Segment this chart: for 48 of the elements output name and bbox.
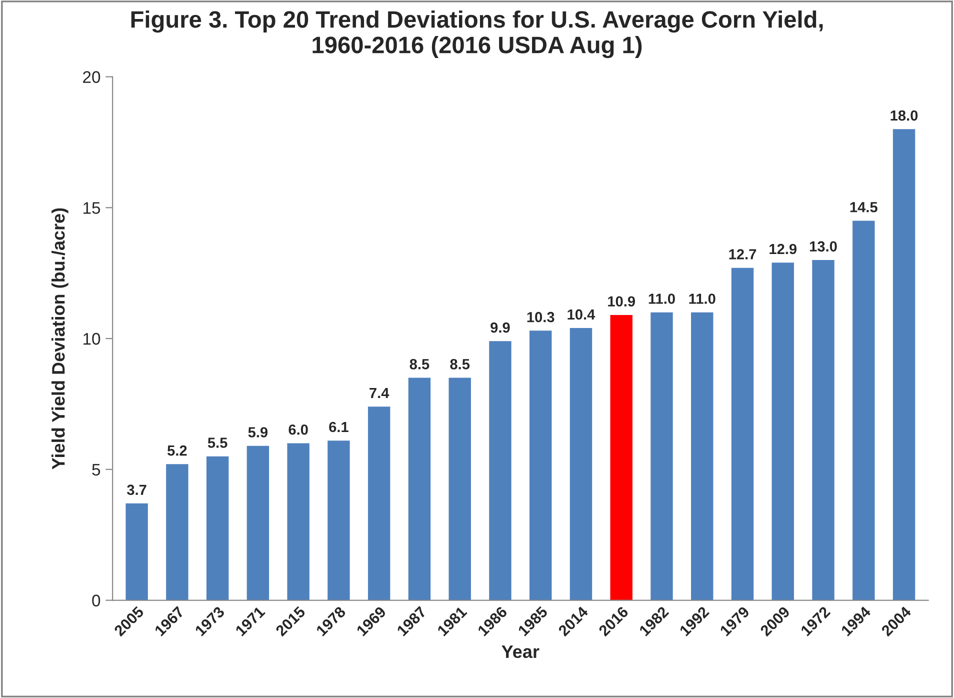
bar xyxy=(772,262,794,600)
data-label: 3.7 xyxy=(127,484,146,496)
data-label: 6.1 xyxy=(329,422,348,432)
data-label: 10.4 xyxy=(568,309,596,320)
x-axis-title: Year xyxy=(502,645,540,658)
data-label: 7.4 xyxy=(370,388,390,398)
data-label: 10.9 xyxy=(608,296,636,307)
data-label: 18.0 xyxy=(890,110,918,121)
y-tick-label: 15 xyxy=(84,202,100,214)
bar xyxy=(691,312,714,600)
bar xyxy=(206,456,229,600)
y-axis-title: Yield Yield Deviation (bu./acre) xyxy=(52,208,68,470)
data-label: 6.0 xyxy=(288,424,308,435)
data-label: 12.9 xyxy=(770,244,797,254)
data-label: 5.9 xyxy=(248,427,268,438)
bar xyxy=(166,464,188,600)
data-label: 11.0 xyxy=(689,294,716,304)
data-label: 12.7 xyxy=(729,249,756,260)
y-tick-label: 0 xyxy=(92,594,100,606)
y-tick-label: 20 xyxy=(83,71,100,83)
data-label: 11.0 xyxy=(648,294,675,304)
bar xyxy=(852,220,875,600)
y-tick-label: 10 xyxy=(84,332,100,345)
data-label: 5.5 xyxy=(208,438,228,448)
bar xyxy=(246,446,270,600)
y-tick-label: 5 xyxy=(92,464,100,476)
data-label: 10.3 xyxy=(527,312,554,322)
bar xyxy=(328,440,350,600)
bar xyxy=(368,406,390,600)
bar xyxy=(489,341,512,600)
bar xyxy=(448,378,471,600)
data-label: 14.5 xyxy=(850,202,878,212)
bar xyxy=(650,312,673,600)
bar xyxy=(892,129,916,600)
data-label: 5.2 xyxy=(167,445,187,456)
data-label: 8.5 xyxy=(450,359,470,370)
bar xyxy=(529,330,552,600)
chart-title: Figure 3. Top 20 Trend Deviations for U.S. Average Corn Yield, 1960-2016 (2016 USDA Aug 1) xyxy=(131,10,823,58)
bar xyxy=(812,260,834,600)
data-label: 13.0 xyxy=(810,241,837,252)
bar xyxy=(570,328,592,600)
bar xyxy=(287,443,310,600)
bar xyxy=(408,378,431,600)
data-label: 8.5 xyxy=(410,359,430,370)
bar xyxy=(610,314,632,600)
data-label: 9.9 xyxy=(490,322,510,333)
bar xyxy=(731,268,754,600)
bar xyxy=(126,503,148,600)
